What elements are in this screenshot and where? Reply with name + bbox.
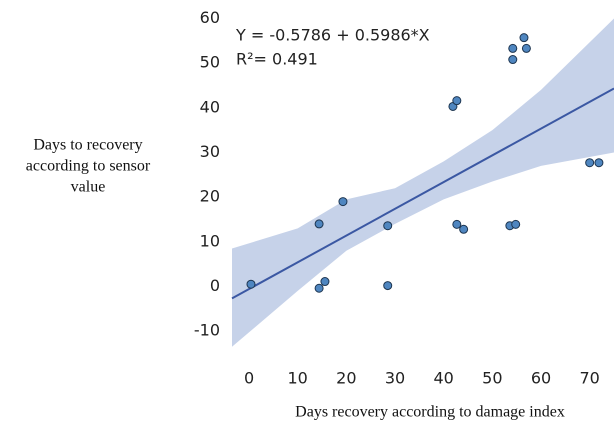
point <box>594 158 604 168</box>
y-tick-label: 40 <box>200 97 220 116</box>
point <box>508 43 518 53</box>
point <box>338 197 348 207</box>
x-tick-label: 20 <box>336 369 356 388</box>
y-axis-label: value <box>71 179 106 196</box>
x-tick-label: 40 <box>434 369 454 388</box>
y-tick-label: 50 <box>200 53 220 72</box>
point <box>519 33 529 43</box>
point <box>452 219 462 229</box>
y-tick-label: 0 <box>210 276 220 295</box>
y-tick-label: -10 <box>194 321 220 340</box>
x-tick-label: 50 <box>482 369 502 388</box>
x-tick-label: 0 <box>244 369 254 388</box>
x-tick-label: 70 <box>579 369 599 388</box>
y-tick-label: 20 <box>200 187 220 206</box>
y-tick-label: 30 <box>200 142 220 161</box>
point <box>459 224 469 234</box>
y-axis-label: according to sensor <box>26 158 151 175</box>
annotation: R²= 0.491 <box>236 50 318 69</box>
annotation: Y = -0.5786 + 0.5986*X <box>235 26 430 45</box>
x-tick-label: 60 <box>531 369 551 388</box>
y-tick-label: 60 <box>200 8 220 27</box>
x-tick-label: 30 <box>385 369 405 388</box>
fit-line <box>231 87 614 300</box>
point <box>314 219 324 229</box>
x-tick-label: 10 <box>288 369 308 388</box>
point <box>383 221 393 231</box>
y-axis-label: Days to recovery <box>33 137 142 154</box>
point <box>314 283 324 293</box>
point <box>320 277 330 287</box>
y-tick-label: 10 <box>200 231 220 250</box>
point <box>452 96 462 106</box>
point <box>246 279 256 289</box>
point <box>521 43 531 53</box>
point <box>508 55 518 65</box>
point <box>383 281 393 291</box>
x-axis-label: Days recovery according to damage index <box>295 404 565 421</box>
point <box>585 158 595 168</box>
point <box>511 219 521 229</box>
confidence-band <box>232 18 614 347</box>
